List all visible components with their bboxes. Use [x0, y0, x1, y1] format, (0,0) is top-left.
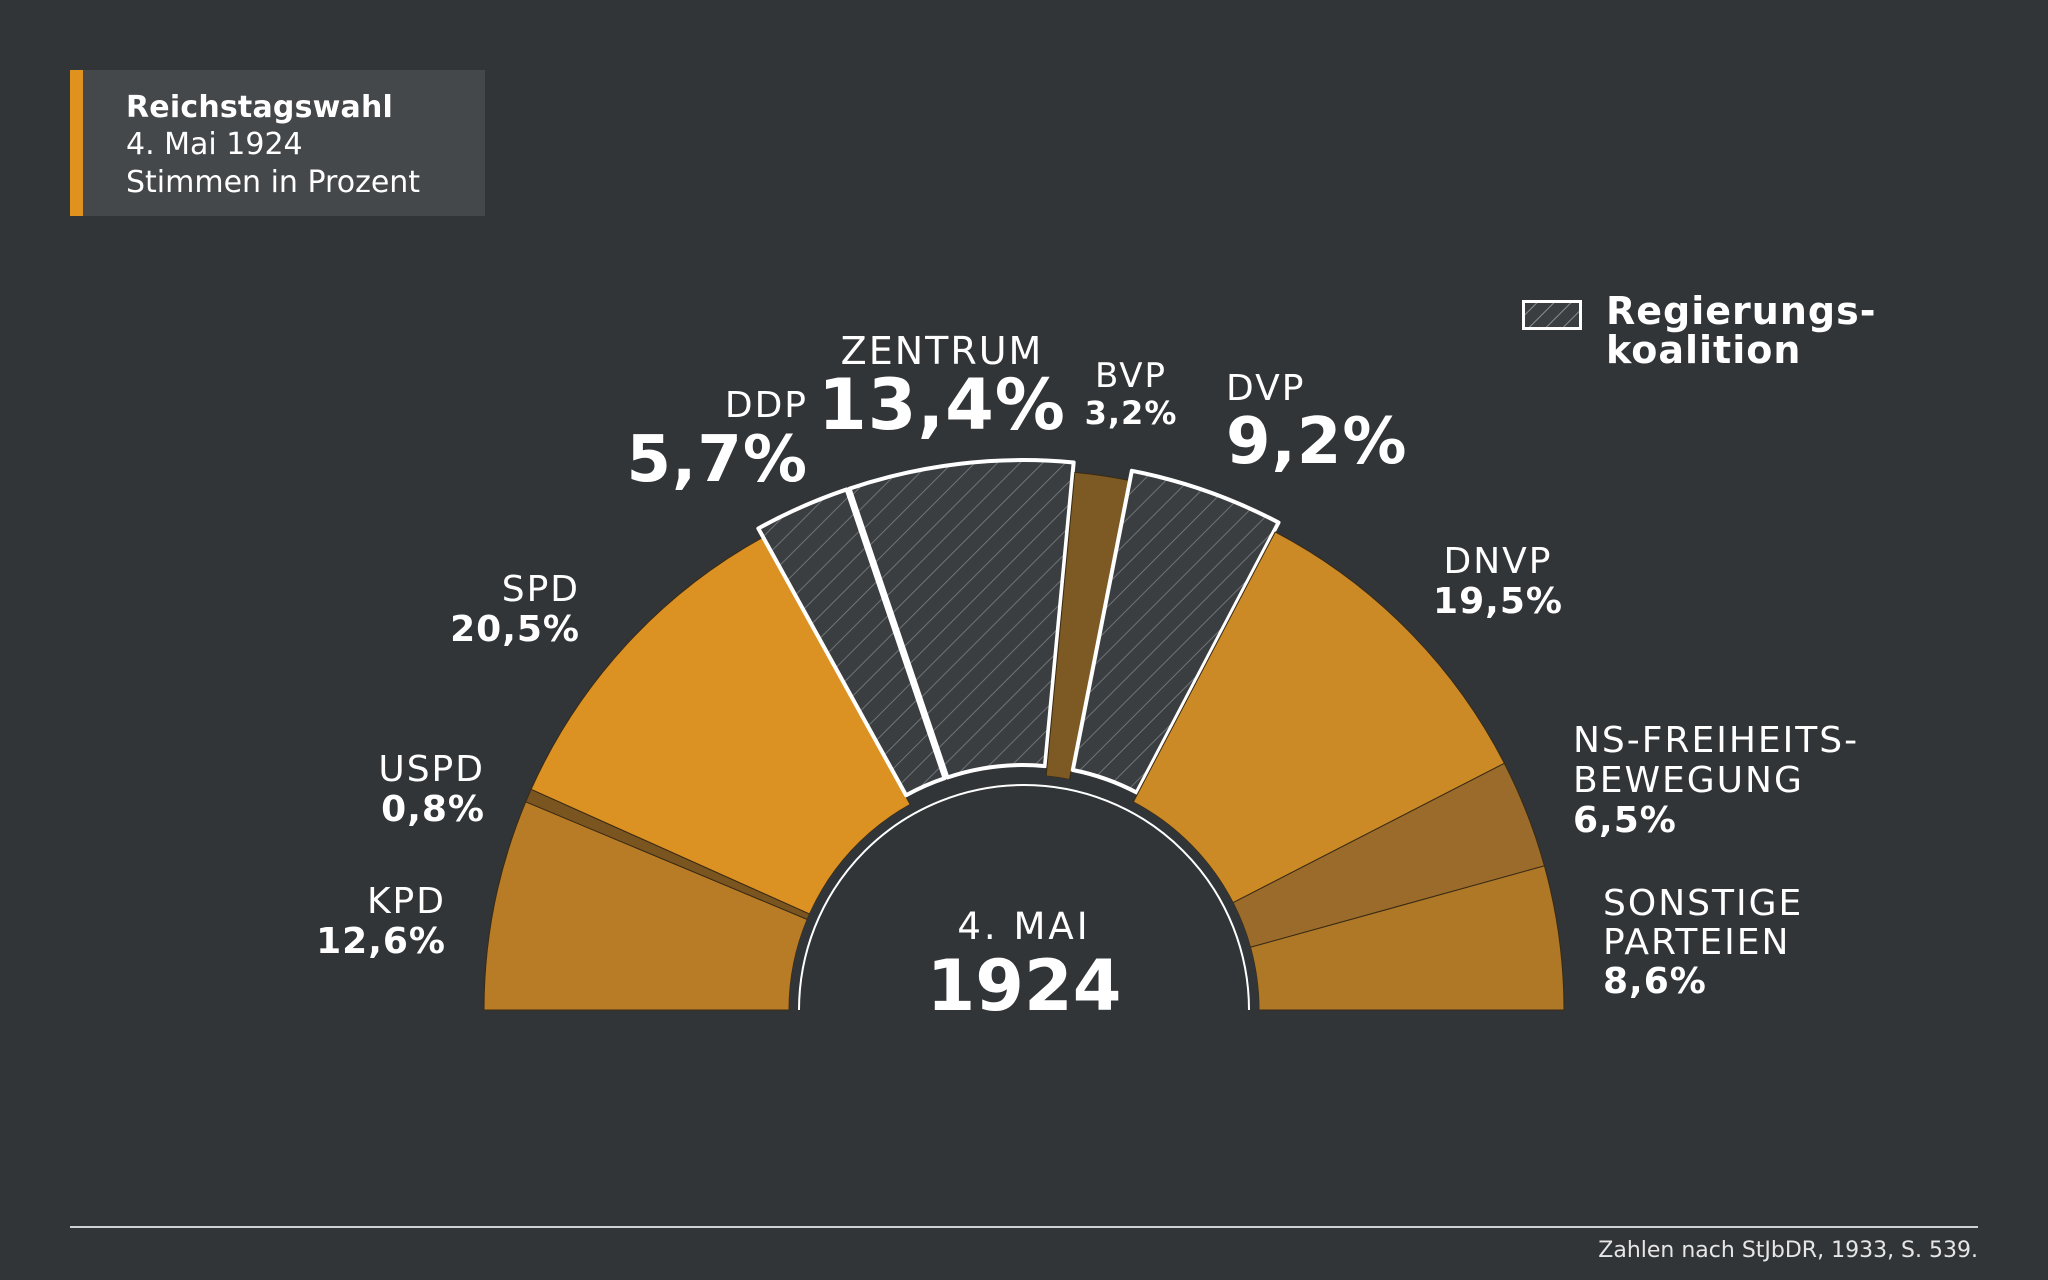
slice-value-spd: 20,5%: [450, 609, 580, 650]
inner-hub-ring: [798, 784, 1250, 1011]
legend: Regierungs- koalition: [1522, 292, 1875, 378]
slice-value-dvp: 9,2%: [1226, 405, 1408, 479]
center-year-label: 1924: [927, 945, 1122, 1027]
footer-rule: [70, 1226, 1978, 1228]
legend-label-line1: Regierungs-: [1606, 289, 1877, 333]
slice-value-ddp: 5,7%: [627, 423, 809, 497]
slice-label-spd: SPD: [502, 569, 580, 610]
slice-value-kpd: 12,6%: [316, 921, 446, 962]
slice-value-ns-freiheits-bewegung: 6,5%: [1573, 800, 1677, 841]
slice-label-dvp: DVP: [1226, 368, 1305, 409]
slice-value-uspd: 0,8%: [381, 789, 485, 830]
slice-value-dnvp: 19,5%: [1433, 581, 1563, 622]
slice-spd: [530, 537, 911, 915]
slice-label-ns-freiheits-bewegung-line2: BEWEGUNG: [1573, 760, 1804, 801]
inner-hub: [789, 775, 1259, 1011]
slice-zentrum: [847, 458, 1076, 780]
slice-ddp: [756, 487, 947, 798]
slice-label-sonstige-parteien-line1: SONSTIGE: [1603, 883, 1803, 924]
chart-subtitle: Stimmen in Prozent: [126, 165, 421, 200]
slice-label-uspd: USPD: [378, 749, 485, 790]
slice-label-zentrum: ZENTRUM: [841, 329, 1044, 373]
slice-label-ddp: DDP: [725, 385, 808, 426]
title-accent-bar: [70, 70, 83, 216]
legend-hatch-swatch: [1522, 300, 1582, 330]
center-date-label: 4. MAI: [957, 905, 1090, 948]
chart-date: 4. Mai 1924: [126, 127, 303, 162]
inner-hub-disc: [789, 775, 1259, 1010]
slice-label-sonstige-parteien-line2: PARTEIEN: [1603, 922, 1790, 963]
slice-label-bvp: BVP: [1095, 356, 1167, 396]
slice-label-ns-freiheits-bewegung-line1: NS-FREIHEITS-: [1573, 720, 1859, 761]
chart-slices: [483, 458, 1565, 1011]
slice-label-dnvp: DNVP: [1444, 541, 1553, 582]
legend-label-line2: koalition: [1606, 328, 1802, 372]
slice-value-sonstige-parteien: 8,6%: [1603, 961, 1707, 1002]
source-note: Zahlen nach StJbDR, 1933, S. 539.: [1598, 1238, 1978, 1263]
slice-value-zentrum: 13,4%: [818, 364, 1066, 446]
slice-value-bvp: 3,2%: [1085, 394, 1178, 432]
slice-dvp: [1070, 468, 1281, 795]
chart-title: Reichstagswahl: [126, 90, 394, 125]
legend-label: Regierungs- koalition: [1606, 292, 1906, 370]
title-box: Reichstagswahl 4. Mai 1924 Stimmen in Pr…: [70, 70, 485, 216]
slice-label-kpd: KPD: [367, 881, 446, 922]
